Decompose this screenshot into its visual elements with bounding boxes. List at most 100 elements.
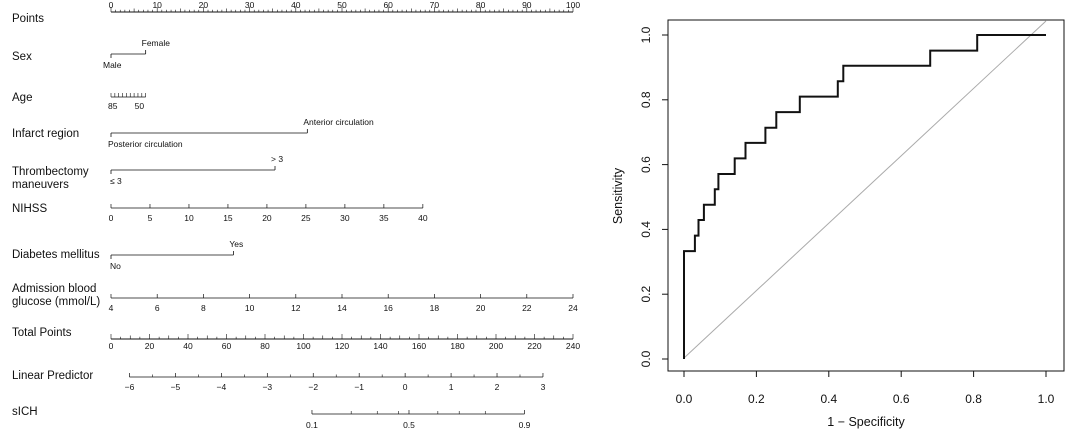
tick-label: 0 [109, 213, 114, 223]
roc-curve [683, 34, 1046, 359]
row-label: maneuvers [12, 179, 69, 191]
nomogram-row: Sex Male Female [12, 38, 170, 70]
tick-label: 12 [291, 303, 301, 313]
tick-label: 200 [489, 341, 503, 351]
tick-label: 100 [566, 0, 580, 10]
tick-label: 40 [418, 213, 428, 223]
tick-label: 0 [403, 382, 408, 392]
tick-label: 24 [568, 303, 578, 313]
tick-label: 10 [152, 0, 162, 10]
tick-label: 80 [260, 341, 270, 351]
tick-label: 2 [495, 382, 500, 392]
tick-label: 160 [412, 341, 426, 351]
tick-label: 0.9 [519, 420, 531, 430]
tick-label: 50 [135, 101, 145, 111]
level-label: Female [142, 38, 171, 48]
tick-label: 0 [109, 341, 114, 351]
tick-label: 60 [383, 0, 393, 10]
nomogram-row: Total Points 0 20 40 60 80 100 120 140 160 180 200 2… [12, 327, 580, 351]
tick-label: 40 [291, 0, 301, 10]
tick-label: 22 [522, 303, 532, 313]
row-label: NIHSS [12, 203, 47, 215]
tick-label: 220 [527, 341, 541, 351]
tick-label: −4 [217, 382, 227, 392]
roc-y-axis: 0.0 0.2 0.4 0.6 0.8 1.0 [639, 26, 668, 367]
tick-label: −5 [171, 382, 181, 392]
tick-label: 35 [379, 213, 389, 223]
tick-label: 40 [183, 341, 193, 351]
roc-y-axis-label: Sensitivity [611, 167, 625, 224]
x-tick-label: 1.0 [1038, 392, 1055, 406]
tick-label: 15 [223, 213, 233, 223]
roc-plot-frame [667, 19, 1065, 372]
nomogram-row: NIHSS 0 5 10 15 20 25 30 35 40 [12, 203, 428, 223]
tick-label: 30 [340, 213, 350, 223]
level-label: Yes [229, 239, 243, 249]
nomogram-row: Diabetes mellitus No Yes [12, 239, 243, 271]
tick-label: 10 [184, 213, 194, 223]
tick-label: −3 [262, 382, 272, 392]
x-tick-label: 0.2 [748, 392, 765, 406]
y-tick-label: 0.2 [639, 286, 653, 303]
roc-x-axis-label: 1 − Specificity [827, 415, 905, 429]
tick-label: 60 [222, 341, 232, 351]
level-label: No [110, 261, 121, 271]
row-label: Age [12, 92, 32, 104]
x-tick-label: 0.4 [820, 392, 837, 406]
tick-label: 85 [108, 101, 118, 111]
row-label: Admission blood [12, 283, 96, 295]
roc-reference-line [683, 20, 1047, 359]
y-tick-label: 0.0 [639, 350, 653, 367]
tick-label: 0.5 [403, 420, 415, 430]
tick-label: 80 [476, 0, 486, 10]
row-label: Points [12, 13, 44, 25]
row-label: Linear Predictor [12, 370, 93, 382]
tick-label: 3 [541, 382, 546, 392]
tick-label: 14 [337, 303, 347, 313]
level-label: Anterior circulation [303, 117, 374, 127]
tick-label: 6 [155, 303, 160, 313]
tick-label: −6 [125, 382, 135, 392]
tick-label: 5 [148, 213, 153, 223]
y-tick-label: 0.4 [639, 221, 653, 238]
x-tick-label: 0.6 [893, 392, 910, 406]
x-tick-label: 0.8 [965, 392, 982, 406]
tick-label: 20 [262, 213, 272, 223]
roc-chart: 0.0 0.2 0.4 0.6 0.8 1.0 0.0 0.2 0.4 0.6 0.8 1.0 1 … [611, 19, 1065, 429]
nomogram-row: Infarct region Posterior circulation Anter… [12, 117, 374, 149]
nomogram-row: Linear Predictor −6 −5 −4 −3 −2 −1 0 1 2 3 [12, 370, 546, 392]
row-label: glucose (mmol/L) [12, 296, 100, 308]
tick-label: 25 [301, 213, 311, 223]
tick-label: 50 [337, 0, 347, 10]
nomogram-row: sICH 0.1 0.5 0.9 [12, 406, 531, 430]
tick-label: 20 [476, 303, 486, 313]
row-label: sICH [12, 406, 38, 418]
row-label: Sex [12, 51, 32, 63]
level-label: Posterior circulation [108, 139, 183, 149]
tick-label: 120 [335, 341, 349, 351]
tick-label: −1 [354, 382, 364, 392]
tick-label: 1 [449, 382, 454, 392]
tick-label: −2 [308, 382, 318, 392]
level-label: ≤ 3 [110, 176, 122, 186]
tick-label: 20 [145, 341, 155, 351]
tick-label: 100 [296, 341, 310, 351]
level-label: > 3 [271, 154, 283, 164]
y-tick-label: 0.8 [639, 91, 653, 108]
tick-label: 30 [245, 0, 255, 10]
y-tick-label: 1.0 [639, 26, 653, 43]
tick-label: 0.1 [306, 420, 318, 430]
nomogram-row: Age 85 50 [12, 92, 146, 111]
tick-label: 20 [199, 0, 209, 10]
level-label: Male [103, 60, 122, 70]
tick-label: 18 [430, 303, 440, 313]
row-label: Diabetes mellitus [12, 249, 100, 261]
row-label: Infarct region [12, 128, 79, 140]
tick-label: 10 [245, 303, 255, 313]
tick-label: 70 [430, 0, 440, 10]
tick-label: 240 [566, 341, 580, 351]
row-label: Total Points [12, 327, 72, 339]
row-label: Thrombectomy [12, 166, 89, 178]
